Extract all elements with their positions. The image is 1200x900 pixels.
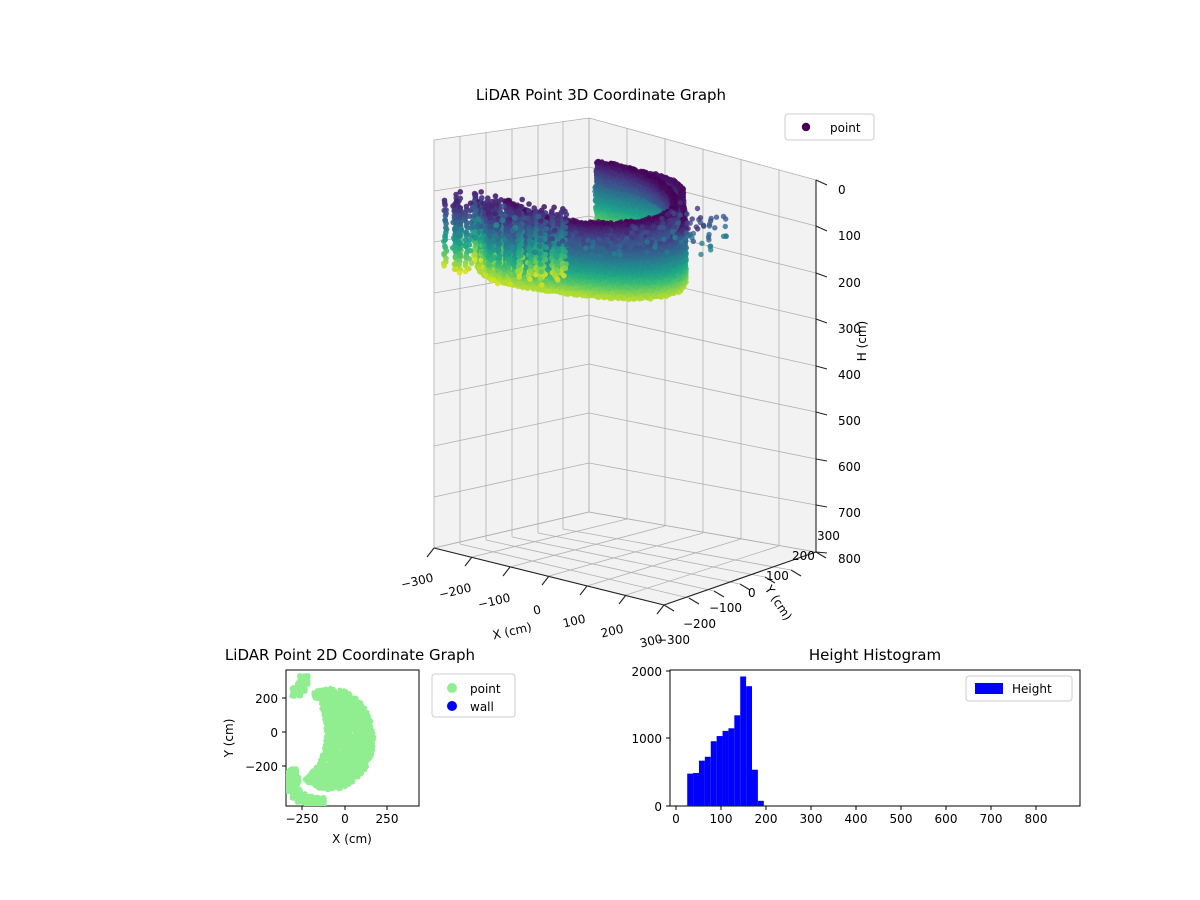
panel-hist-xtick-4: 400 [845, 812, 868, 826]
panel-2d-ylabel: Y (cm) [222, 719, 236, 759]
panel-hist-ytick-1: 1000 [631, 732, 662, 746]
panel-2d-axes-frame [285, 669, 420, 807]
panel-2d-ytick-1: 0 [270, 726, 278, 740]
panel-2d-scatter [286, 673, 377, 806]
panel-hist-xtick-8: 800 [1025, 812, 1048, 826]
x-tick-4: 100 [561, 612, 586, 631]
y-tick-6: −300 [657, 633, 690, 647]
legend-marker-point-icon [801, 122, 811, 132]
pane-left [434, 118, 589, 548]
panel-hist-xtick-6: 600 [935, 812, 958, 826]
panel-2d-xlabel: X (cm) [332, 832, 372, 846]
y-tick-5: −200 [683, 617, 716, 631]
z-tick-0: 0 [838, 183, 846, 197]
panel-3d-legend[interactable]: point [784, 113, 875, 141]
y-tick-3: 0 [748, 586, 756, 600]
legend-swatch-height-icon [975, 683, 1003, 694]
y-tick-4: −100 [709, 601, 742, 615]
z-tick-1: 100 [838, 229, 861, 243]
panel-2d-xtick-2: 250 [376, 812, 399, 826]
panel-hist-xtick-2: 200 [755, 812, 778, 826]
panel-hist-legend-box [965, 675, 1073, 702]
panel-2d-xtick-0: −250 [286, 812, 319, 826]
panel-hist-title: Height Histogram [809, 646, 941, 664]
z-tick-5: 500 [838, 414, 861, 428]
panel-3d-title: LiDAR Point 3D Coordinate Graph [476, 86, 726, 104]
panel-2d: LiDAR Point 2D Coordinate Graph −250 0 2… [222, 646, 516, 846]
panel-hist-xtick-1: 100 [710, 812, 733, 826]
panel-2d-title: LiDAR Point 2D Coordinate Graph [225, 646, 475, 664]
panel-2d-ticks [282, 697, 388, 810]
x-tick-6: 300 [638, 632, 663, 651]
z-tick-2: 200 [838, 276, 861, 290]
panel-hist-xtick-7: 700 [980, 812, 1003, 826]
panel-2d-ytick-0: 200 [255, 692, 278, 706]
x-tick-5: 200 [599, 622, 624, 641]
panel-hist-xtick-0: 0 [672, 812, 680, 826]
panel-2d-ytick-2: −200 [245, 760, 278, 774]
panel-hist-ytick-0: 0 [654, 800, 662, 814]
panel-3d-y-ticks: 300 200 100 0 −100 −200 −300 [657, 529, 840, 647]
panel-hist-xtick-3: 300 [800, 812, 823, 826]
panel-hist-ticks [666, 670, 1037, 810]
panel-2d-legend-label-point: point [470, 682, 501, 696]
y-tick-2: 100 [766, 569, 789, 583]
panel-2d-xtick-1: 0 [341, 812, 349, 826]
x-tick-3: 0 [532, 602, 543, 617]
z-tick-6: 600 [838, 460, 861, 474]
panel-3d-legend-label-point: point [830, 121, 861, 135]
panel-3d-zlabel: H (cm) [855, 321, 869, 362]
panel-histogram: Height Histogram [631, 646, 1081, 826]
z-tick-3: 300 [838, 322, 861, 336]
panel-3d: LiDAR Point 3D Coordinate Graph [399, 86, 875, 651]
panel-2d-legend-label-wall: wall [470, 700, 494, 714]
panel-2d-legend[interactable]: point wall [431, 673, 516, 718]
legend-marker-point-icon [447, 683, 457, 693]
panel-hist-ytick-2: 2000 [631, 665, 662, 679]
panel-hist-legend[interactable]: Height [965, 675, 1073, 702]
panel-hist-bars [687, 676, 764, 806]
y-tick-0: 300 [817, 529, 840, 543]
panel-3d-scatter [441, 158, 729, 302]
panel-hist-legend-label: Height [1012, 682, 1052, 696]
panel-3d-z-ticks: 0 100 200 300 400 500 600 700 800 [815, 179, 861, 566]
legend-marker-wall-icon [447, 701, 457, 711]
panel-3d-legend-box [784, 113, 875, 141]
y-tick-1: 200 [792, 549, 815, 563]
panel-hist-xtick-5: 500 [890, 812, 913, 826]
z-tick-8: 800 [838, 552, 861, 566]
z-tick-4: 400 [838, 368, 861, 382]
z-tick-7: 700 [838, 506, 861, 520]
